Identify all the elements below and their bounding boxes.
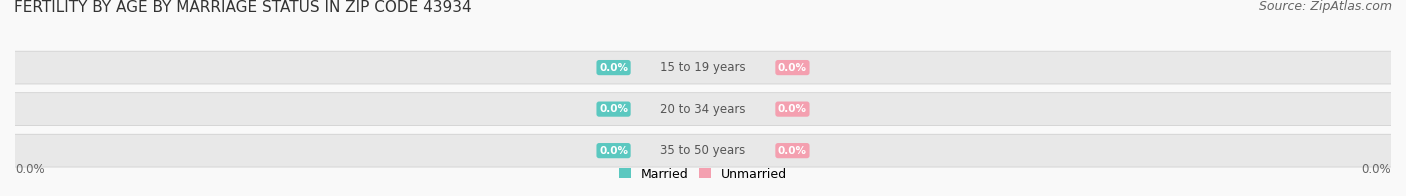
Text: 0.0%: 0.0% [778,146,807,156]
Text: 0.0%: 0.0% [778,63,807,73]
Text: 0.0%: 0.0% [599,146,628,156]
Text: 0.0%: 0.0% [778,104,807,114]
Text: 15 to 19 years: 15 to 19 years [661,61,745,74]
FancyBboxPatch shape [1,93,1405,125]
Text: 35 to 50 years: 35 to 50 years [661,144,745,157]
Text: 0.0%: 0.0% [15,163,45,176]
Legend: Married, Unmarried: Married, Unmarried [619,168,787,181]
Text: 0.0%: 0.0% [599,63,628,73]
Text: 0.0%: 0.0% [1361,163,1391,176]
Text: 0.0%: 0.0% [599,104,628,114]
FancyBboxPatch shape [1,51,1405,84]
FancyBboxPatch shape [1,134,1405,167]
Text: Source: ZipAtlas.com: Source: ZipAtlas.com [1258,0,1392,13]
Text: 20 to 34 years: 20 to 34 years [661,103,745,116]
Text: FERTILITY BY AGE BY MARRIAGE STATUS IN ZIP CODE 43934: FERTILITY BY AGE BY MARRIAGE STATUS IN Z… [14,0,471,15]
